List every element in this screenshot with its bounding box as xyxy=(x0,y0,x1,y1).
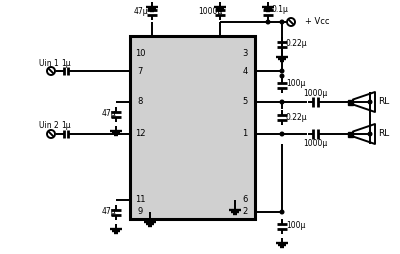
Text: 1μ: 1μ xyxy=(61,58,71,68)
Text: 4: 4 xyxy=(242,67,248,75)
Text: 10: 10 xyxy=(135,50,145,58)
Text: 0.1μ: 0.1μ xyxy=(272,6,289,14)
Text: 9: 9 xyxy=(137,208,143,216)
Bar xyxy=(348,100,353,104)
Circle shape xyxy=(280,132,284,136)
Text: 47μ: 47μ xyxy=(102,208,117,216)
Bar xyxy=(130,36,255,219)
Text: 11: 11 xyxy=(135,196,145,204)
Text: 0.22μ: 0.22μ xyxy=(286,113,308,121)
Text: 5: 5 xyxy=(242,98,248,106)
Text: 0.22μ: 0.22μ xyxy=(286,40,308,49)
Text: Uin 2: Uin 2 xyxy=(39,121,59,131)
Circle shape xyxy=(280,69,284,73)
Text: 6: 6 xyxy=(242,196,248,204)
Text: 1000μ: 1000μ xyxy=(198,8,222,17)
Bar xyxy=(348,132,353,136)
Text: 12: 12 xyxy=(135,130,145,138)
Text: 8: 8 xyxy=(137,98,143,106)
Circle shape xyxy=(280,74,284,78)
Text: 7: 7 xyxy=(137,67,143,75)
Text: 100μ: 100μ xyxy=(286,78,305,87)
Text: 1: 1 xyxy=(242,130,248,138)
Circle shape xyxy=(368,132,372,136)
Text: 1000μ: 1000μ xyxy=(303,88,327,98)
Text: 100μ: 100μ xyxy=(286,221,305,230)
Circle shape xyxy=(280,20,284,24)
Text: Uin 1: Uin 1 xyxy=(39,58,59,68)
Text: RL: RL xyxy=(378,130,389,138)
Text: 47μ: 47μ xyxy=(134,8,149,17)
Text: RL: RL xyxy=(378,98,389,106)
Circle shape xyxy=(280,100,284,104)
Text: 47μ: 47μ xyxy=(102,109,117,119)
Text: 3: 3 xyxy=(242,50,248,58)
Text: + Vcc: + Vcc xyxy=(305,17,330,25)
Circle shape xyxy=(368,100,372,104)
Circle shape xyxy=(280,210,284,214)
Circle shape xyxy=(266,20,270,24)
Text: 1000μ: 1000μ xyxy=(303,138,327,148)
Text: 1μ: 1μ xyxy=(61,121,71,131)
Text: 2: 2 xyxy=(242,208,248,216)
